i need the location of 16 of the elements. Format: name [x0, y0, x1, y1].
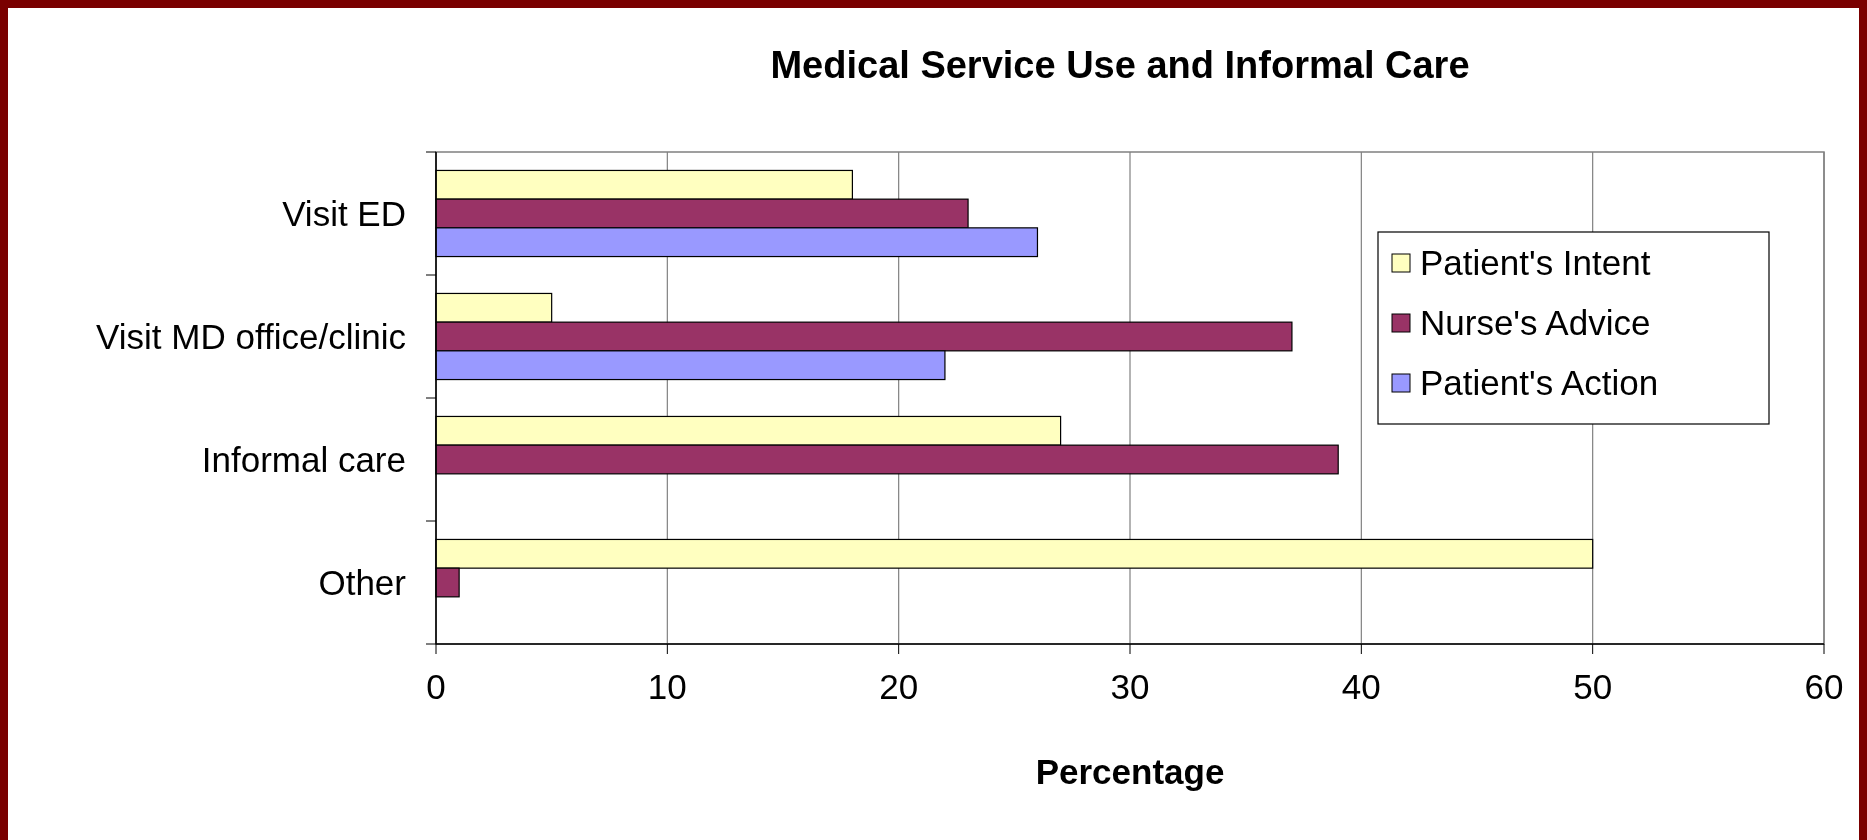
x-tick-label: 50 — [1573, 667, 1613, 706]
legend-label: Patient's Action — [1420, 363, 1659, 403]
x-tick-label: 30 — [1110, 667, 1150, 706]
x-tick-label: 60 — [1804, 667, 1844, 706]
x-tick-label: 20 — [879, 667, 919, 706]
legend-label: Nurse's Advice — [1420, 303, 1651, 343]
y-tick-label: Visit MD office/clinic — [96, 316, 406, 356]
chart-title: Medical Service Use and Informal Care — [770, 44, 1470, 86]
y-tick-label: Visit ED — [282, 193, 406, 233]
y-tick-label: Other — [318, 562, 407, 602]
x-axis-title: Percentage — [1035, 752, 1225, 791]
legend-label: Patient's Intent — [1420, 243, 1651, 283]
x-tick-label: 10 — [647, 667, 687, 706]
x-tick-label: 40 — [1341, 667, 1381, 706]
y-tick-label: Informal care — [201, 439, 406, 479]
x-tick-label: 0 — [426, 667, 446, 706]
